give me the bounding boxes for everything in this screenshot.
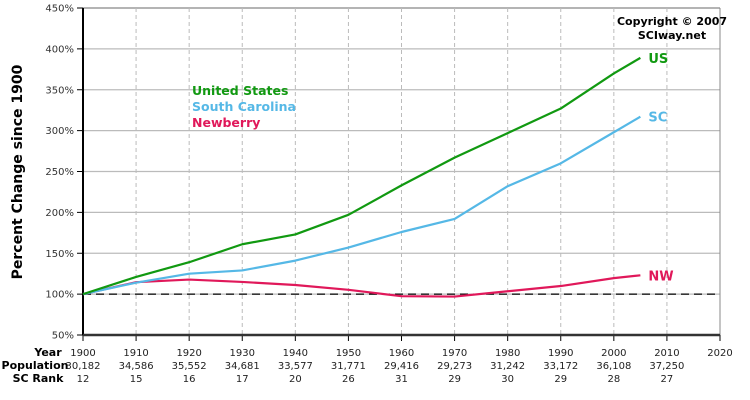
x-tick-label: 1970 xyxy=(442,348,467,359)
x-tick-label: 1920 xyxy=(176,348,201,359)
y-tick-label: 150% xyxy=(45,249,74,260)
population-value: 31,771 xyxy=(331,361,366,372)
population-value: 35,552 xyxy=(172,361,207,372)
legend-item-us: United States xyxy=(192,83,288,98)
population-value: 34,681 xyxy=(225,361,260,372)
population-row-label: Population xyxy=(2,359,69,372)
end-label-sc: SC xyxy=(648,111,667,126)
y-axis-label: Percent Change since 1900 xyxy=(10,64,26,279)
grid xyxy=(83,7,721,335)
y-tick-label: 50% xyxy=(52,331,74,342)
population-value: 33,172 xyxy=(543,361,578,372)
x-tick-label: 2000 xyxy=(601,348,626,359)
population-value: 31,242 xyxy=(490,361,525,372)
x-tick-label: 1900 xyxy=(70,348,95,359)
rank-value: 29 xyxy=(448,374,461,385)
end-label-nw: NW xyxy=(648,269,673,284)
y-tick-label: 450% xyxy=(45,4,74,15)
copyright-line-1: Copyright © 2007 xyxy=(617,15,727,28)
x-tick-label: 1990 xyxy=(548,348,573,359)
population-value: 29,416 xyxy=(384,361,419,372)
x-tick-label: 1980 xyxy=(495,348,520,359)
rank-value: 15 xyxy=(130,374,143,385)
copyright-line-2: SCIway.net xyxy=(638,29,706,42)
population-value: 34,586 xyxy=(119,361,154,372)
rank-value: 20 xyxy=(289,374,302,385)
x-tick-label: 1950 xyxy=(336,348,361,359)
rank-value: 28 xyxy=(607,374,620,385)
population-value: 36,108 xyxy=(596,361,631,372)
year-row-label: Year xyxy=(33,346,62,359)
rank-value: 27 xyxy=(661,374,674,385)
rank-value: 12 xyxy=(77,374,90,385)
x-tick-label: 2010 xyxy=(654,348,679,359)
x-tick-label: 2020 xyxy=(707,348,732,359)
x-tick-label: 1930 xyxy=(230,348,255,359)
y-tick-label: 350% xyxy=(45,85,74,96)
rank-value: 17 xyxy=(236,374,249,385)
series-line-nw xyxy=(82,274,641,298)
legend-item-nw: Newberry xyxy=(192,115,260,130)
y-tick-label: 250% xyxy=(45,167,74,178)
rank-value: 30 xyxy=(501,374,514,385)
series-lines xyxy=(82,56,641,298)
population-value: 30,182 xyxy=(66,361,101,372)
y-tick-label: 200% xyxy=(45,208,74,219)
y-tick-label: 400% xyxy=(45,44,74,55)
population-value: 29,273 xyxy=(437,361,472,372)
series-end-labels: US SC NW xyxy=(648,52,673,284)
population-value: 37,250 xyxy=(649,361,684,372)
population-value: 33,577 xyxy=(278,361,313,372)
rank-value: 29 xyxy=(554,374,567,385)
y-axis: 50% 100% 150% 200% 250% 300% 350% 400% 450% xyxy=(45,4,84,342)
x-tick-label: 1940 xyxy=(283,348,308,359)
rank-value: 26 xyxy=(342,374,355,385)
x-tick-label: 1910 xyxy=(123,348,148,359)
legend-item-sc: South Carolina xyxy=(192,99,296,114)
series-line-sc xyxy=(82,115,641,296)
y-tick-label: 100% xyxy=(45,290,74,301)
y-tick-label: 300% xyxy=(45,126,74,137)
end-label-us: US xyxy=(648,52,668,67)
x-axis xyxy=(82,333,721,341)
rank-value: 16 xyxy=(183,374,196,385)
x-tick-label: 1960 xyxy=(389,348,414,359)
rank-value: 31 xyxy=(395,374,408,385)
rank-row-label: SC Rank xyxy=(13,372,65,385)
series-line-us xyxy=(82,56,641,296)
